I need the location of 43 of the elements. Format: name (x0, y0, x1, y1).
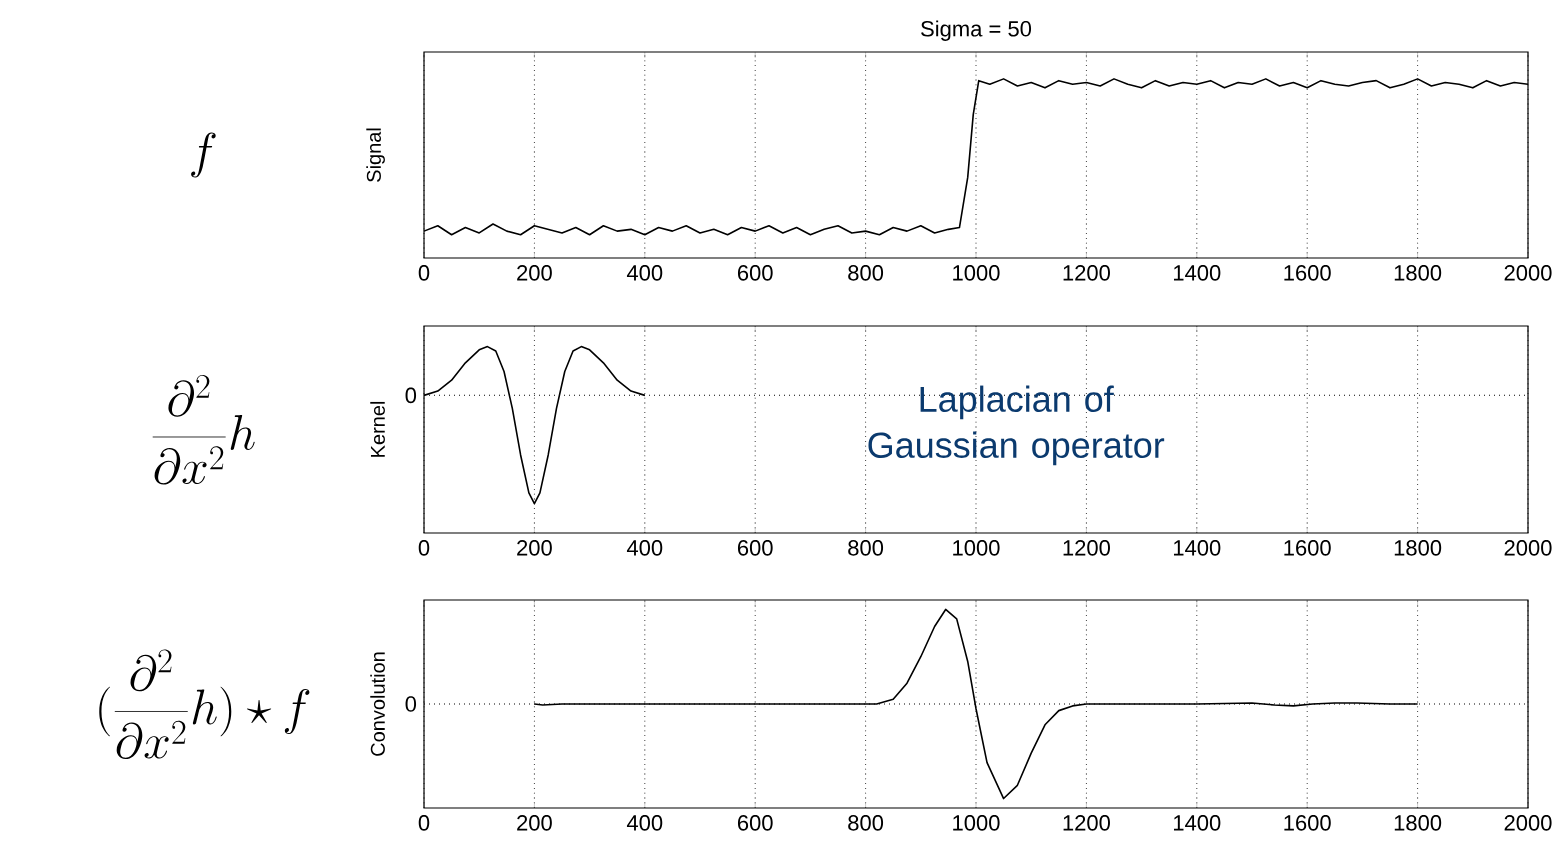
x-tick-label: 2000 (1504, 265, 1552, 281)
x-tick-label: 1800 (1394, 815, 1442, 831)
x-tick-label: 800 (848, 815, 884, 831)
x-tick-label: 1200 (1063, 265, 1110, 281)
x-tick-label: 1600 (1284, 815, 1331, 831)
chart-title: Sigma = 50 (921, 20, 1032, 41)
x-tick-label: 0 (418, 540, 430, 556)
ref-line-label: 0 (405, 387, 417, 404)
x-tick-label: 200 (517, 265, 552, 281)
y-axis-title: Kernel (370, 401, 385, 457)
x-tick-label: 400 (626, 540, 663, 556)
x-tick-label: 400 (626, 265, 663, 281)
x-tick-label: 400 (626, 815, 663, 831)
x-tick-label: 1200 (1063, 815, 1110, 831)
text: $f$ (191, 132, 216, 178)
x-tick-label: 800 (848, 540, 884, 556)
x-tick-label: 1600 (1284, 265, 1331, 281)
x-tick-label: 0 (418, 265, 430, 281)
x-tick-label: 600 (737, 265, 773, 281)
x-tick-label: 1800 (1394, 265, 1442, 281)
y-axis-title: Signal (366, 128, 385, 182)
x-tick-label: 1200 (1063, 540, 1110, 556)
x-tick-label: 0 (418, 815, 430, 831)
x-tick-label: 1800 (1394, 540, 1442, 556)
text: $(\frac{\partial^2}{\partial x^2}h)\star f$ (99, 649, 310, 760)
y-axis-title: Convolution (370, 652, 385, 756)
x-tick-label: 200 (517, 540, 552, 556)
ref-line-label: 0 (405, 696, 417, 712)
x-tick-label: 600 (737, 815, 773, 831)
x-tick-label: 1600 (1284, 540, 1331, 556)
x-tick-label: 2000 (1504, 540, 1552, 556)
x-tick-label: 200 (517, 815, 552, 831)
x-tick-label: 1400 (1173, 265, 1221, 281)
x-tick-label: 2000 (1504, 815, 1552, 831)
x-tick-label: 1000 (953, 815, 1000, 831)
text: $\frac{\partial^2}{\partial x^2}h$ (152, 374, 255, 485)
x-tick-label: 1000 (953, 265, 1000, 281)
x-tick-label: 1000 (953, 540, 1000, 556)
x-tick-label: 600 (737, 540, 773, 556)
x-tick-label: 1400 (1173, 815, 1221, 831)
x-tick-label: 1400 (1173, 540, 1221, 556)
x-tick-label: 800 (848, 265, 884, 281)
annotation: Laplacian of Gaussian operator (868, 385, 1165, 466)
